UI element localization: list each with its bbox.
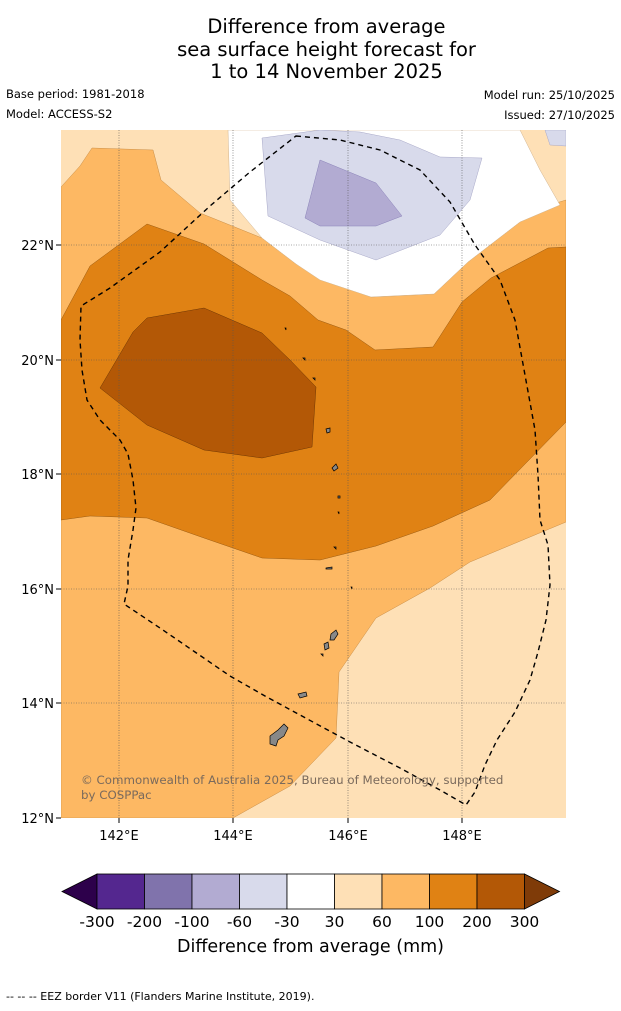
islands bbox=[269, 327, 353, 747]
chart-title: Difference from average sea surface heig… bbox=[0, 15, 621, 84]
sarigan-island bbox=[333, 546, 337, 550]
model-name: Model: ACCESS-S2 bbox=[6, 107, 113, 121]
pagan-island bbox=[331, 463, 339, 472]
lat-label-12n: 12°N bbox=[21, 812, 54, 827]
colorbar-extend-under bbox=[61, 873, 98, 910]
guam-island bbox=[269, 723, 289, 747]
colorbar-bin bbox=[334, 873, 383, 910]
anatahan-island bbox=[325, 566, 333, 570]
issued-date: Issued: 27/10/2025 bbox=[504, 108, 615, 122]
asuncion-island bbox=[312, 377, 316, 381]
colorbar-tick-label: 100 bbox=[415, 913, 445, 931]
map-area bbox=[61, 130, 566, 818]
lat-label-14n: 14°N bbox=[21, 697, 54, 712]
colorbar-bin bbox=[96, 873, 145, 910]
colorbar-bin bbox=[286, 873, 335, 910]
lon-label-146e: 146°E bbox=[328, 829, 368, 844]
credit-line-1: © Commonwealth of Australia 2025, Bureau… bbox=[81, 773, 503, 787]
colorbar-bin bbox=[381, 873, 430, 910]
colorbar-bin bbox=[476, 873, 525, 910]
anomaly-band-200-300 bbox=[99, 307, 317, 459]
colorbar-tick-label: -30 bbox=[274, 913, 299, 931]
colorbar-tick-label: 300 bbox=[510, 913, 540, 931]
guguan-island bbox=[337, 511, 340, 515]
saipan-island bbox=[329, 629, 339, 641]
colorbar-bin bbox=[144, 873, 193, 910]
lon-label-142e: 142°E bbox=[99, 829, 139, 844]
colorbar-title: Difference from average (mm) bbox=[176, 937, 445, 957]
colorbar: -300 -200 -100 -60 -30 30 60 100 200 300 bbox=[61, 873, 561, 931]
colorbar-bin bbox=[191, 873, 240, 910]
rota-island bbox=[297, 691, 308, 699]
tinian-island bbox=[323, 641, 330, 651]
colorbar-tick-label: 200 bbox=[462, 913, 492, 931]
colorbar-bin bbox=[429, 873, 478, 910]
aguijan-island bbox=[320, 653, 324, 657]
colorbar-tick-label: 60 bbox=[372, 913, 392, 931]
lat-label-16n: 16°N bbox=[21, 583, 54, 598]
lon-label-144e: 144°E bbox=[213, 829, 253, 844]
anomaly-band-minus100-minus60 bbox=[304, 159, 403, 227]
alamagan-island bbox=[337, 495, 341, 499]
eez-border bbox=[79, 135, 551, 806]
lat-label-20n: 20°N bbox=[21, 354, 54, 369]
colorbar-tick-label: 30 bbox=[325, 913, 345, 931]
colorbar-tick-label: -100 bbox=[174, 913, 209, 931]
graticule bbox=[61, 130, 566, 818]
farallon-de-pajaros-island bbox=[284, 327, 287, 331]
colorbar-bin bbox=[239, 873, 288, 910]
title-line-2: sea surface height forecast for bbox=[177, 37, 476, 61]
colorbar-tick-label: -60 bbox=[227, 913, 252, 931]
model-run: Model run: 25/10/2025 bbox=[483, 88, 615, 102]
colorbar-extend-over bbox=[524, 873, 561, 910]
credit-line-2: by COSPPac bbox=[81, 788, 152, 802]
anomaly-band-minus60-minus30-corner bbox=[544, 130, 566, 147]
axis-ticks bbox=[56, 244, 463, 823]
agrihan-island bbox=[325, 427, 331, 434]
colorbar-tick-label: -200 bbox=[127, 913, 162, 931]
colorbar-tick-label: -300 bbox=[79, 913, 114, 931]
title-line-1: Difference from average bbox=[207, 15, 446, 38]
lat-label-18n: 18°N bbox=[21, 468, 54, 483]
lon-label-148e: 148°E bbox=[442, 829, 482, 844]
title-line-3: 1 to 14 November 2025 bbox=[210, 60, 443, 83]
base-period: Base period: 1981-2018 bbox=[6, 87, 145, 101]
map-figure: 22°N 20°N 18°N 16°N 14°N 12°N 142°E 144°… bbox=[21, 130, 566, 931]
farallon-de-medinilla-island bbox=[350, 586, 353, 590]
eez-legend-note: -- -- -- EEZ border V11 (Flanders Marine… bbox=[6, 990, 315, 1003]
maug-islands bbox=[302, 357, 306, 361]
lat-label-22n: 22°N bbox=[21, 239, 54, 254]
